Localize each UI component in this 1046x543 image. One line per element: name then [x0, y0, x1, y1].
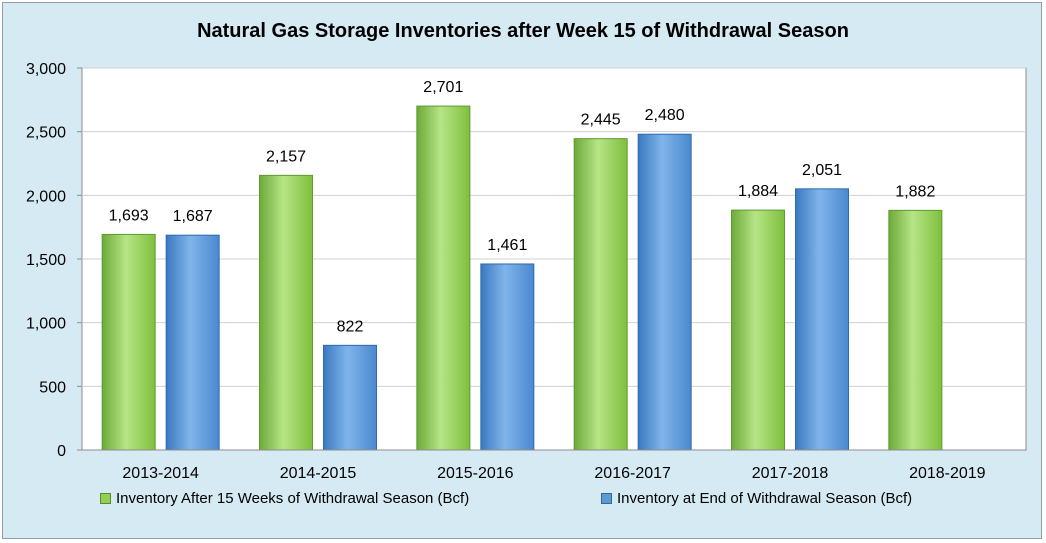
legend-label: Inventory After 15 Weeks of Withdrawal S…	[116, 490, 470, 507]
legend: Inventory After 15 Weeks of Withdrawal S…	[0, 490, 1046, 512]
bar-end-of-season	[165, 234, 220, 451]
y-tick-label: 2,000	[26, 188, 66, 205]
x-tick-label: 2016-2017	[594, 465, 671, 482]
y-tick-label: 500	[39, 379, 66, 396]
x-tick-label: 2017-2018	[752, 465, 829, 482]
data-label: 2,051	[802, 162, 842, 179]
legend-swatch-blue	[601, 493, 612, 504]
bar-after-15-weeks	[259, 174, 313, 451]
bar-after-15-weeks	[731, 209, 785, 451]
bar-end-of-season	[637, 133, 692, 451]
data-label: 1,693	[109, 207, 149, 224]
y-tick-label: 3,000	[26, 61, 66, 78]
y-tick-label: 1,500	[26, 252, 66, 269]
chart-title: Natural Gas Storage Inventories after We…	[197, 20, 849, 42]
x-tick-label: 2015-2016	[437, 465, 514, 482]
data-label: 2,480	[645, 107, 685, 124]
bar-after-15-weeks	[888, 209, 943, 451]
legend-item-after-15-weeks: Inventory After 15 Weeks of Withdrawal S…	[100, 490, 469, 507]
bar-after-15-weeks	[573, 138, 628, 451]
data-label: 1,884	[738, 183, 778, 200]
bar-end-of-season	[323, 344, 377, 451]
bar-end-of-season	[795, 188, 849, 451]
data-label: 1,687	[173, 208, 213, 225]
y-tick-label: 0	[57, 443, 66, 460]
legend-swatch-green	[100, 493, 111, 504]
x-tick-label: 2014-2015	[280, 465, 357, 482]
legend-item-end-of-season: Inventory at End of Withdrawal Season (B…	[601, 490, 912, 507]
bar-after-15-weeks	[416, 105, 471, 451]
data-label: 2,701	[423, 79, 463, 96]
data-label: 1,882	[895, 183, 935, 200]
y-tick-label: 1,000	[26, 316, 66, 333]
data-label: 2,445	[581, 112, 621, 129]
data-label: 822	[337, 318, 364, 335]
y-tick-label: 2,500	[26, 125, 66, 142]
legend-label: Inventory at End of Withdrawal Season (B…	[617, 490, 913, 507]
x-tick-label: 2018-2019	[909, 465, 986, 482]
x-tick-label: 2013-2014	[122, 465, 199, 482]
data-label: 2,157	[266, 148, 306, 165]
bar-end-of-season	[480, 263, 535, 451]
bar-after-15-weeks	[101, 233, 156, 451]
data-label: 1,461	[487, 237, 527, 254]
